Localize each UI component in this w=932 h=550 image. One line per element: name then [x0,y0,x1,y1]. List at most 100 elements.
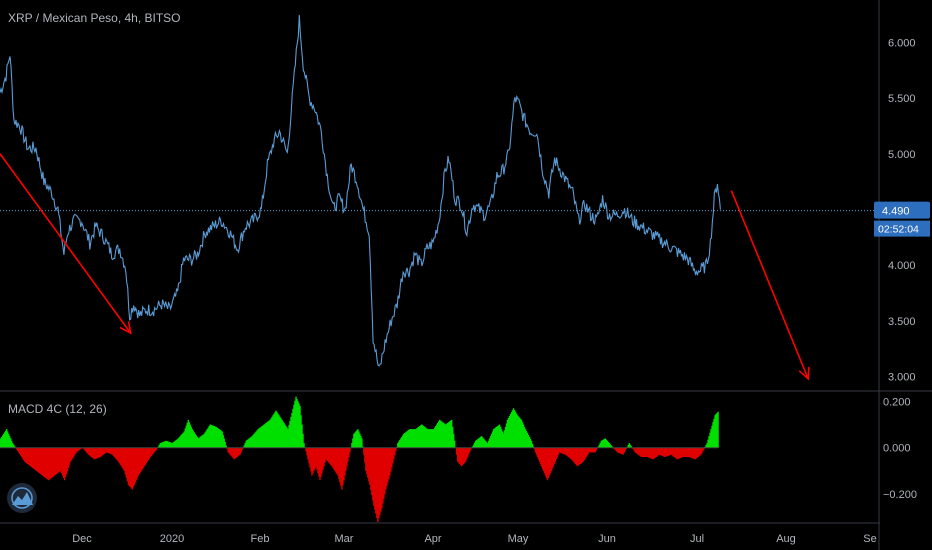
time-axis[interactable]: Dec 2020 Feb Mar Apr May Jun Jul Aug Se [72,533,877,545]
macd-bar [317,447,319,474]
macd-bar [642,447,644,457]
macd-bar [665,447,667,457]
macd-bar [285,426,287,448]
macd-bar [383,447,385,499]
macd-bar [209,424,211,448]
price-series-line[interactable] [0,14,721,367]
macd-bar [175,439,177,448]
macd-bar [94,447,97,459]
macd-bar [91,447,94,458]
macd-bar [90,447,93,457]
macd-bar [658,447,660,455]
macd-bar [575,447,578,466]
macd-bar [679,447,681,459]
macd-bar [248,438,250,448]
macd-bar [398,441,400,448]
macd-bar [48,447,51,480]
macd-bar [717,411,719,448]
price-pane[interactable] [0,14,880,367]
trend-arrow-head[interactable] [798,366,810,381]
macd-bar [630,446,632,448]
macd-bar [559,447,562,453]
macd-bar [624,447,626,451]
macd-bar [368,447,370,482]
macd-bar [148,447,151,459]
macd-bar [478,437,481,448]
macd-bar [49,447,52,479]
macd-bar [100,447,103,457]
macd-bar [510,412,513,448]
macd-bar [590,447,593,453]
macd-bar [460,447,463,467]
macd-bar [275,410,277,448]
macd-bar [121,447,124,468]
macd-bar [615,447,617,452]
macd-bar [570,447,573,460]
macd-bar [601,440,604,448]
macd-bar [271,416,273,448]
macd-bar [348,447,350,457]
macd-bar [208,426,210,448]
macd-bar [296,398,298,448]
macd-bar [78,447,81,451]
macd-bar [492,429,495,448]
macd-bar [70,447,73,461]
macd-bar [432,429,434,448]
macd-bar [320,447,322,477]
macd-bar [461,447,464,466]
macd-bar [384,447,386,495]
macd-bar [685,447,687,457]
macd-bar [467,447,470,455]
macd-bar [265,422,267,448]
macd-bar [210,424,212,448]
macd-bar [580,447,583,464]
macd-bar [264,423,266,448]
macd-bar [65,447,68,475]
macd-bar [566,447,569,457]
macd-bar [627,445,629,448]
macd-bar [500,429,503,448]
trend-arrow-head[interactable] [119,321,132,335]
macd-bar [150,447,153,456]
macd-bar [709,432,711,448]
macd-bar [362,446,364,448]
macd-bar [333,447,335,470]
macd-bar [548,447,551,476]
macd-bar [5,429,8,448]
macd-bar [420,425,422,448]
drawing-annotations[interactable] [0,153,810,381]
macd-bar [137,447,140,476]
macd-bar [410,429,412,448]
macd-bar [166,441,169,448]
macd-bar [486,443,489,448]
macd-bar [407,430,409,448]
macd-bar [284,424,286,448]
macd-pane[interactable] [0,396,719,522]
macd-bar [385,447,387,490]
macd-bar [206,429,208,448]
trend-arrow-line[interactable] [0,153,132,334]
macd-bar [116,447,119,461]
macd-bar [236,447,238,457]
macd-bar [109,447,112,454]
macd-bar [682,447,684,457]
macd-bar [405,432,407,448]
macd-bar [343,447,345,481]
macd-bar [347,447,349,462]
macd-bar [668,447,670,456]
macd-bar [392,447,394,464]
mountain-logo-icon[interactable] [7,483,37,513]
macd-bar [629,444,631,448]
macd-bar [279,416,281,448]
macd-bar [298,403,300,448]
macd-bar [107,447,110,454]
trend-arrow-line[interactable] [730,190,809,380]
macd-bar [652,447,654,460]
macd-bar [437,422,439,448]
macd-bar [140,447,143,471]
macd-bar [507,417,510,448]
price-axis[interactable]: 3.0003.5004.0004.5005.0005.5006.0000.200… [883,37,917,501]
macd-bar [280,418,282,448]
macd-bar [79,447,82,450]
